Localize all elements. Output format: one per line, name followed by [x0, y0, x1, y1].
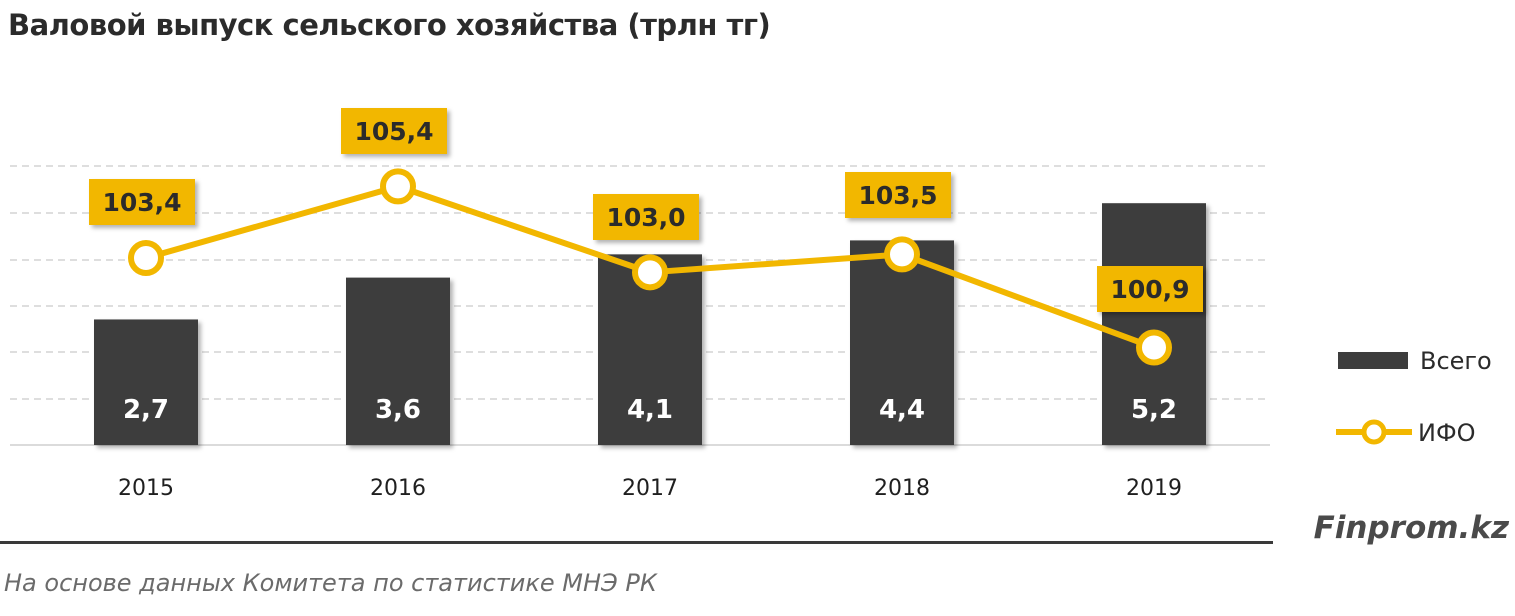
- line-value-box: [89, 179, 195, 225]
- line-point: [128, 240, 164, 276]
- chart-title: Валовой выпуск сельского хозяйства (трлн…: [8, 8, 771, 42]
- x-tick-label: 2018: [874, 476, 930, 501]
- line-point: [884, 236, 920, 273]
- legend-swatch-marker: [1361, 419, 1387, 445]
- line-series: [128, 168, 1172, 366]
- bar: [850, 240, 954, 445]
- legend-swatch-bars: [1338, 352, 1408, 369]
- x-tick-label: 2015: [118, 476, 174, 501]
- bar-value-label: 2,7: [123, 395, 169, 425]
- source-note: На основе данных Комитета по статистике …: [4, 569, 657, 597]
- x-axis: 2015 2016 2017 2018 2019: [118, 476, 1182, 501]
- bar: [1102, 203, 1206, 445]
- legend-label-bars: Всего: [1420, 347, 1492, 375]
- line-value-box: [1097, 266, 1203, 312]
- bar: [346, 277, 450, 445]
- footer-divider: [0, 541, 1273, 544]
- line-point: [380, 168, 416, 205]
- bar-value-label: 3,6: [375, 395, 421, 425]
- bar-value-label: 4,4: [879, 395, 925, 425]
- line-point: [1136, 329, 1172, 366]
- line-value-label: 100,9: [1110, 275, 1189, 304]
- line-value-label: 103,0: [606, 203, 685, 232]
- data-labels: 2,7 3,6 4,1 4,4 5,2 103,4 105,4 103,0 103,5 100,9: [89, 108, 1203, 425]
- bar-value-label: 4,1: [627, 395, 673, 425]
- legend-label-line: ИФО: [1418, 419, 1476, 447]
- line-value-box: [593, 194, 699, 240]
- line-value-label: 103,4: [102, 188, 181, 217]
- line-point: [632, 254, 668, 291]
- x-tick-label: 2016: [370, 476, 426, 501]
- bar: [94, 319, 198, 445]
- legend: Всего ИФО: [1336, 347, 1492, 447]
- line-value-label: 103,5: [858, 181, 937, 210]
- bar-value-label: 5,2: [1131, 395, 1177, 425]
- x-tick-label: 2017: [622, 476, 678, 501]
- bars-series: [94, 203, 1206, 445]
- line-value-label: 105,4: [354, 117, 433, 146]
- line-value-box: [845, 172, 951, 218]
- line-value-box: [341, 108, 447, 154]
- brand-logo: Finprom.kz: [1313, 510, 1509, 546]
- x-tick-label: 2019: [1126, 476, 1182, 501]
